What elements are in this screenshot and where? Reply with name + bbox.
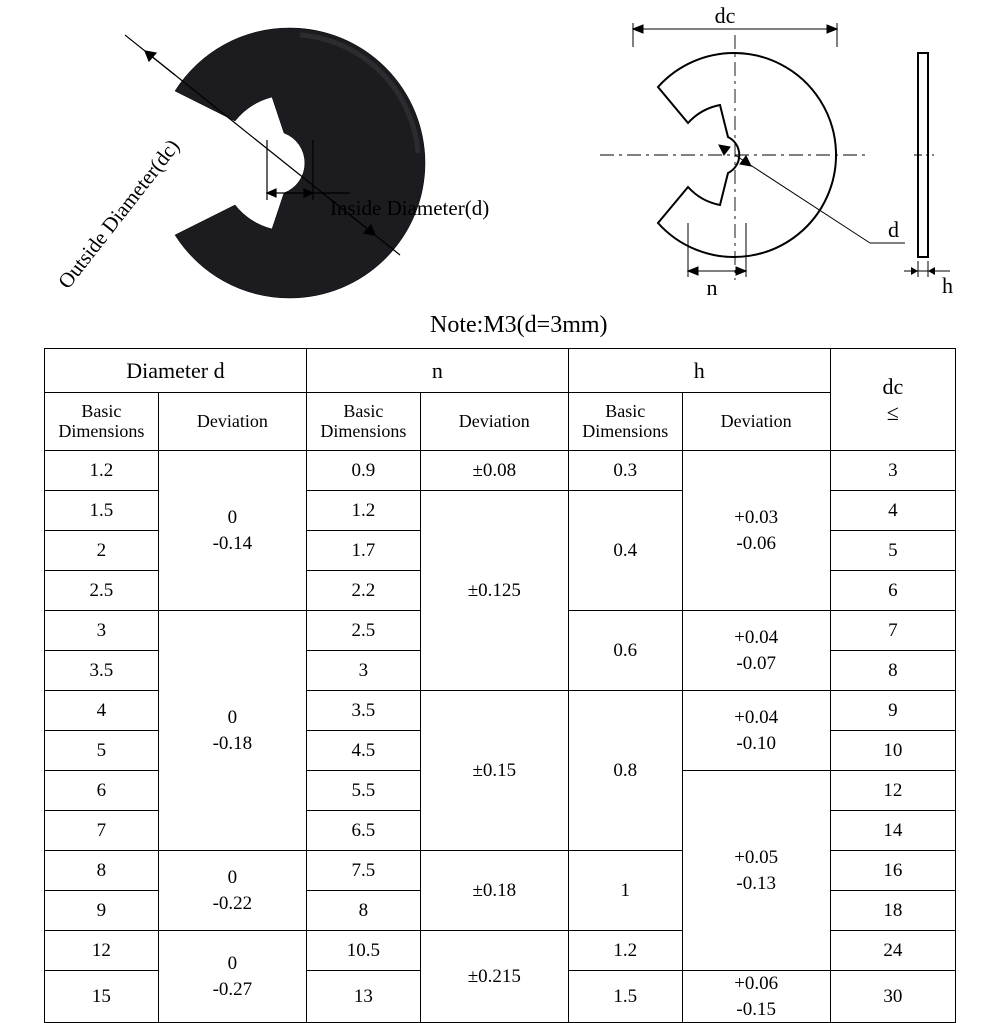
table-cell: 13 bbox=[306, 971, 420, 1023]
table-cell: 0.9 bbox=[306, 451, 420, 491]
table-cell: 24 bbox=[830, 931, 955, 971]
table-cell: ±0.125 bbox=[420, 491, 568, 691]
table-cell: 7 bbox=[45, 811, 159, 851]
technical-diagram: dc d n bbox=[570, 5, 970, 305]
table-cell: 2.5 bbox=[306, 611, 420, 651]
table-cell: 4.5 bbox=[306, 731, 420, 771]
table-cell: 0.6 bbox=[568, 611, 682, 691]
table-cell: 8 bbox=[45, 851, 159, 891]
hdr-n-dev: Deviation bbox=[420, 393, 568, 451]
table-cell: 30 bbox=[830, 971, 955, 1023]
spec-table: Diameter d n h dc≤ Basic Dimensions Devi… bbox=[44, 348, 956, 1023]
dc-label: dc bbox=[715, 5, 736, 28]
table-cell: 3 bbox=[830, 451, 955, 491]
top-diagrams: Outside Diameter(dc) Inside Diameter(d) bbox=[0, 0, 1000, 340]
table-cell: 0 -0.27 bbox=[158, 931, 306, 1023]
table-cell: 12 bbox=[45, 931, 159, 971]
table-cell: 18 bbox=[830, 891, 955, 931]
table-cell: 0 -0.18 bbox=[158, 611, 306, 851]
table-cell: 3 bbox=[45, 611, 159, 651]
table-cell: 10.5 bbox=[306, 931, 420, 971]
table-row: 1.20 -0.140.9±0.080.3+0.03 -0.063 bbox=[45, 451, 956, 491]
table-cell: 0 -0.22 bbox=[158, 851, 306, 931]
d-label: d bbox=[888, 217, 899, 242]
table-cell: 8 bbox=[306, 891, 420, 931]
table-cell: 4 bbox=[830, 491, 955, 531]
table-cell: 6 bbox=[45, 771, 159, 811]
table-cell: 1.5 bbox=[45, 491, 159, 531]
table-cell: ±0.08 bbox=[420, 451, 568, 491]
table-cell: 9 bbox=[830, 691, 955, 731]
table-cell: 2 bbox=[45, 531, 159, 571]
n-label: n bbox=[707, 275, 718, 300]
hdr-h-basic: Basic Dimensions bbox=[568, 393, 682, 451]
table-cell: 5 bbox=[830, 531, 955, 571]
hdr-h: h bbox=[568, 349, 830, 393]
table-cell: 1.2 bbox=[568, 931, 682, 971]
table-cell: 5 bbox=[45, 731, 159, 771]
hdr-diameter-d: Diameter d bbox=[45, 349, 307, 393]
table-cell: 7 bbox=[830, 611, 955, 651]
table-cell: 6 bbox=[830, 571, 955, 611]
table-body: 1.20 -0.140.9±0.080.3+0.03 -0.0631.51.2±… bbox=[45, 451, 956, 1023]
table-cell: 0.3 bbox=[568, 451, 682, 491]
table-cell: 1 bbox=[568, 851, 682, 931]
table-cell: 7.5 bbox=[306, 851, 420, 891]
table-cell: 5.5 bbox=[306, 771, 420, 811]
hdr-dc: dc≤ bbox=[830, 349, 955, 451]
table-cell: 10 bbox=[830, 731, 955, 771]
table-cell: 3 bbox=[306, 651, 420, 691]
table-cell: 1.2 bbox=[45, 451, 159, 491]
table-cell: 1.5 bbox=[568, 971, 682, 1023]
side-view bbox=[904, 53, 950, 277]
table-cell: 2.2 bbox=[306, 571, 420, 611]
hdr-n-basic: Basic Dimensions bbox=[306, 393, 420, 451]
outside-label: Outside Diameter(dc) bbox=[53, 134, 184, 293]
hdr-n: n bbox=[306, 349, 568, 393]
table-cell: +0.04 -0.07 bbox=[682, 611, 830, 691]
table-cell: 1.2 bbox=[306, 491, 420, 531]
table-cell: 12 bbox=[830, 771, 955, 811]
hdr-d-basic: Basic Dimensions bbox=[45, 393, 159, 451]
photo-diagram: Outside Diameter(dc) Inside Diameter(d) bbox=[30, 5, 530, 320]
h-label: h bbox=[942, 273, 953, 298]
spec-table-container: Diameter d n h dc≤ Basic Dimensions Devi… bbox=[44, 348, 956, 1023]
table-cell: 0 -0.14 bbox=[158, 451, 306, 611]
table-cell: +0.03 -0.06 bbox=[682, 451, 830, 611]
table-cell: 14 bbox=[830, 811, 955, 851]
table-cell: 4 bbox=[45, 691, 159, 731]
table-cell: 16 bbox=[830, 851, 955, 891]
d-dim bbox=[719, 145, 905, 243]
table-cell: 3.5 bbox=[306, 691, 420, 731]
table-cell: ±0.15 bbox=[420, 691, 568, 851]
eclip-photo bbox=[175, 28, 425, 298]
table-cell: 0.8 bbox=[568, 691, 682, 851]
table-cell: 8 bbox=[830, 651, 955, 691]
table-cell: +0.06 -0.15 bbox=[682, 971, 830, 1023]
note-text: Note:M3(d=3mm) bbox=[430, 312, 608, 339]
hdr-h-dev: Deviation bbox=[682, 393, 830, 451]
table-cell: +0.04 -0.10 bbox=[682, 691, 830, 771]
table-cell: +0.05 -0.13 bbox=[682, 771, 830, 971]
table-cell: 9 bbox=[45, 891, 159, 931]
table-cell: 3.5 bbox=[45, 651, 159, 691]
table-cell: 0.4 bbox=[568, 491, 682, 611]
table-cell: 6.5 bbox=[306, 811, 420, 851]
table-cell: 15 bbox=[45, 971, 159, 1023]
hdr-d-dev: Deviation bbox=[158, 393, 306, 451]
table-cell: 2.5 bbox=[45, 571, 159, 611]
inside-label: Inside Diameter(d) bbox=[330, 196, 489, 220]
table-cell: ±0.215 bbox=[420, 931, 568, 1023]
table-cell: 1.7 bbox=[306, 531, 420, 571]
table-cell: ±0.18 bbox=[420, 851, 568, 931]
